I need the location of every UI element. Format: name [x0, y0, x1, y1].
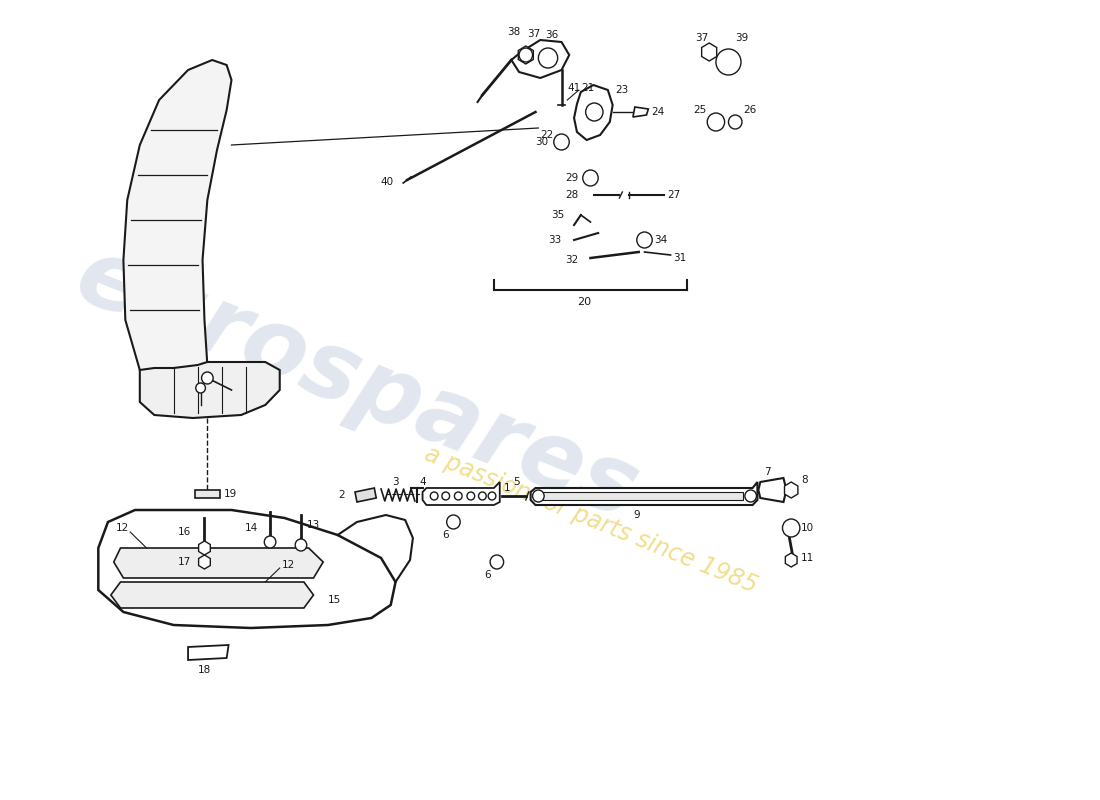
Text: 16: 16	[178, 527, 191, 537]
Polygon shape	[702, 43, 717, 61]
Text: 25: 25	[693, 105, 706, 115]
Circle shape	[707, 113, 725, 131]
Polygon shape	[199, 555, 210, 569]
Circle shape	[454, 492, 462, 500]
Text: 22: 22	[540, 130, 553, 140]
Text: 17: 17	[178, 557, 191, 567]
Circle shape	[532, 490, 544, 502]
Circle shape	[264, 536, 276, 548]
Text: 31: 31	[673, 253, 686, 263]
Circle shape	[519, 48, 532, 62]
Circle shape	[728, 115, 743, 129]
Polygon shape	[530, 482, 758, 505]
Text: eurospares: eurospares	[63, 230, 651, 538]
Text: 6: 6	[484, 570, 491, 580]
Text: 29: 29	[565, 173, 579, 183]
Text: 9: 9	[634, 510, 640, 520]
Circle shape	[637, 232, 652, 248]
Text: 30: 30	[535, 137, 548, 147]
Circle shape	[201, 372, 213, 384]
Polygon shape	[111, 582, 314, 608]
Text: 4: 4	[420, 477, 427, 487]
Text: 41: 41	[568, 83, 581, 93]
Text: 7: 7	[763, 467, 770, 477]
Text: 26: 26	[742, 105, 756, 115]
Circle shape	[196, 383, 206, 393]
Circle shape	[745, 490, 757, 502]
Polygon shape	[632, 107, 648, 117]
Circle shape	[466, 492, 475, 500]
Text: 35: 35	[551, 210, 564, 220]
Polygon shape	[574, 85, 613, 140]
Text: 33: 33	[548, 235, 561, 245]
Text: 11: 11	[801, 553, 814, 563]
Text: 8: 8	[801, 475, 807, 485]
Polygon shape	[98, 510, 396, 628]
Text: 10: 10	[801, 523, 814, 533]
Circle shape	[538, 48, 558, 68]
Text: 2: 2	[339, 490, 345, 500]
Circle shape	[583, 170, 598, 186]
Polygon shape	[784, 482, 798, 498]
Text: 24: 24	[651, 107, 664, 117]
Text: 6: 6	[442, 530, 449, 540]
Text: a passion for parts since 1985: a passion for parts since 1985	[420, 442, 760, 598]
Text: 19: 19	[223, 489, 236, 499]
Text: 21: 21	[581, 83, 594, 93]
Polygon shape	[123, 60, 231, 382]
Text: 23: 23	[616, 85, 629, 95]
Polygon shape	[113, 548, 323, 578]
Polygon shape	[785, 553, 798, 567]
Text: 39: 39	[735, 33, 748, 43]
Polygon shape	[512, 40, 569, 78]
Circle shape	[442, 492, 450, 500]
Text: 13: 13	[307, 520, 320, 530]
Text: 34: 34	[654, 235, 668, 245]
Text: 15: 15	[328, 595, 341, 605]
Text: 40: 40	[381, 177, 394, 187]
Text: 37: 37	[527, 29, 540, 39]
Circle shape	[447, 515, 460, 529]
Polygon shape	[542, 492, 742, 500]
Text: 36: 36	[546, 30, 559, 40]
Polygon shape	[140, 362, 279, 418]
Circle shape	[585, 103, 603, 121]
Text: 32: 32	[565, 255, 579, 265]
Circle shape	[430, 492, 438, 500]
Text: 20: 20	[576, 297, 591, 307]
Polygon shape	[518, 46, 534, 64]
Text: 37: 37	[695, 33, 708, 43]
Polygon shape	[355, 488, 376, 502]
Circle shape	[295, 539, 307, 551]
Text: 12: 12	[282, 560, 295, 570]
Polygon shape	[199, 541, 210, 555]
Text: 18: 18	[198, 665, 211, 675]
Circle shape	[488, 492, 496, 500]
Circle shape	[782, 519, 800, 537]
Circle shape	[491, 555, 504, 569]
Text: 1: 1	[504, 483, 510, 493]
Text: 38: 38	[507, 27, 521, 37]
Polygon shape	[758, 478, 786, 502]
Text: 14: 14	[245, 523, 258, 533]
Text: 5: 5	[513, 477, 519, 487]
Polygon shape	[422, 482, 499, 505]
Text: 12: 12	[116, 523, 129, 533]
Polygon shape	[195, 490, 220, 498]
Text: 3: 3	[393, 477, 399, 487]
Text: 28: 28	[565, 190, 579, 200]
Circle shape	[553, 134, 569, 150]
Polygon shape	[188, 645, 229, 660]
Text: 27: 27	[668, 190, 681, 200]
Circle shape	[478, 492, 486, 500]
Circle shape	[716, 49, 741, 75]
